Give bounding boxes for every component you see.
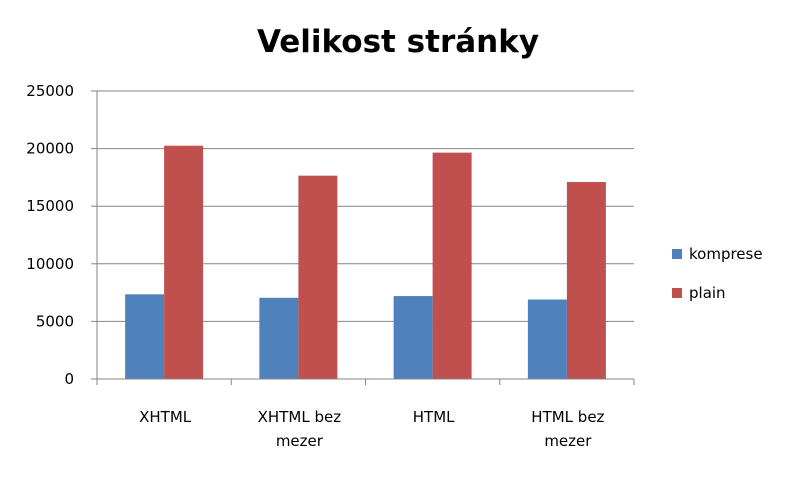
bar-plain-1 bbox=[298, 175, 338, 379]
x-category-label-1-0: XHTML bez bbox=[258, 408, 342, 426]
y-tick-label-2: 10000 bbox=[26, 255, 74, 273]
bar-komprese-2 bbox=[393, 296, 433, 379]
legend-swatch-komprese bbox=[672, 249, 682, 259]
x-category-label-3-0: HTML bez bbox=[531, 408, 604, 426]
bar-plain-0 bbox=[164, 145, 204, 379]
y-tick-label-0: 0 bbox=[64, 370, 74, 388]
bar-plain-2 bbox=[432, 152, 472, 379]
bar-komprese-1 bbox=[259, 297, 299, 379]
legend-label-plain: plain bbox=[689, 284, 726, 302]
y-axis-ticks: 0 5000 10000 15000 20000 25000 bbox=[26, 82, 97, 388]
legend-swatch-plain bbox=[672, 288, 682, 298]
y-tick-label-4: 20000 bbox=[26, 140, 74, 158]
x-category-label-1-1: mezer bbox=[276, 432, 324, 450]
bars bbox=[125, 145, 606, 379]
legend-label-komprese: komprese bbox=[689, 245, 763, 263]
x-category-label-3-1: mezer bbox=[544, 432, 592, 450]
y-tick-label-3: 15000 bbox=[26, 197, 74, 215]
y-tick-label-1: 5000 bbox=[36, 312, 74, 330]
bar-komprese-3 bbox=[527, 299, 567, 379]
chart-title: Velikost stránky bbox=[257, 24, 539, 60]
x-category-label-0-0: XHTML bbox=[139, 408, 192, 426]
bar-komprese-0 bbox=[125, 294, 165, 379]
axes bbox=[96, 91, 635, 385]
bar-plain-3 bbox=[566, 182, 606, 379]
x-axis-categories: XHTML XHTML bez mezer HTML HTML bez mezer bbox=[139, 408, 604, 450]
x-category-label-2-0: HTML bbox=[413, 408, 455, 426]
legend: komprese plain bbox=[672, 245, 763, 302]
y-tick-label-5: 25000 bbox=[26, 82, 74, 100]
